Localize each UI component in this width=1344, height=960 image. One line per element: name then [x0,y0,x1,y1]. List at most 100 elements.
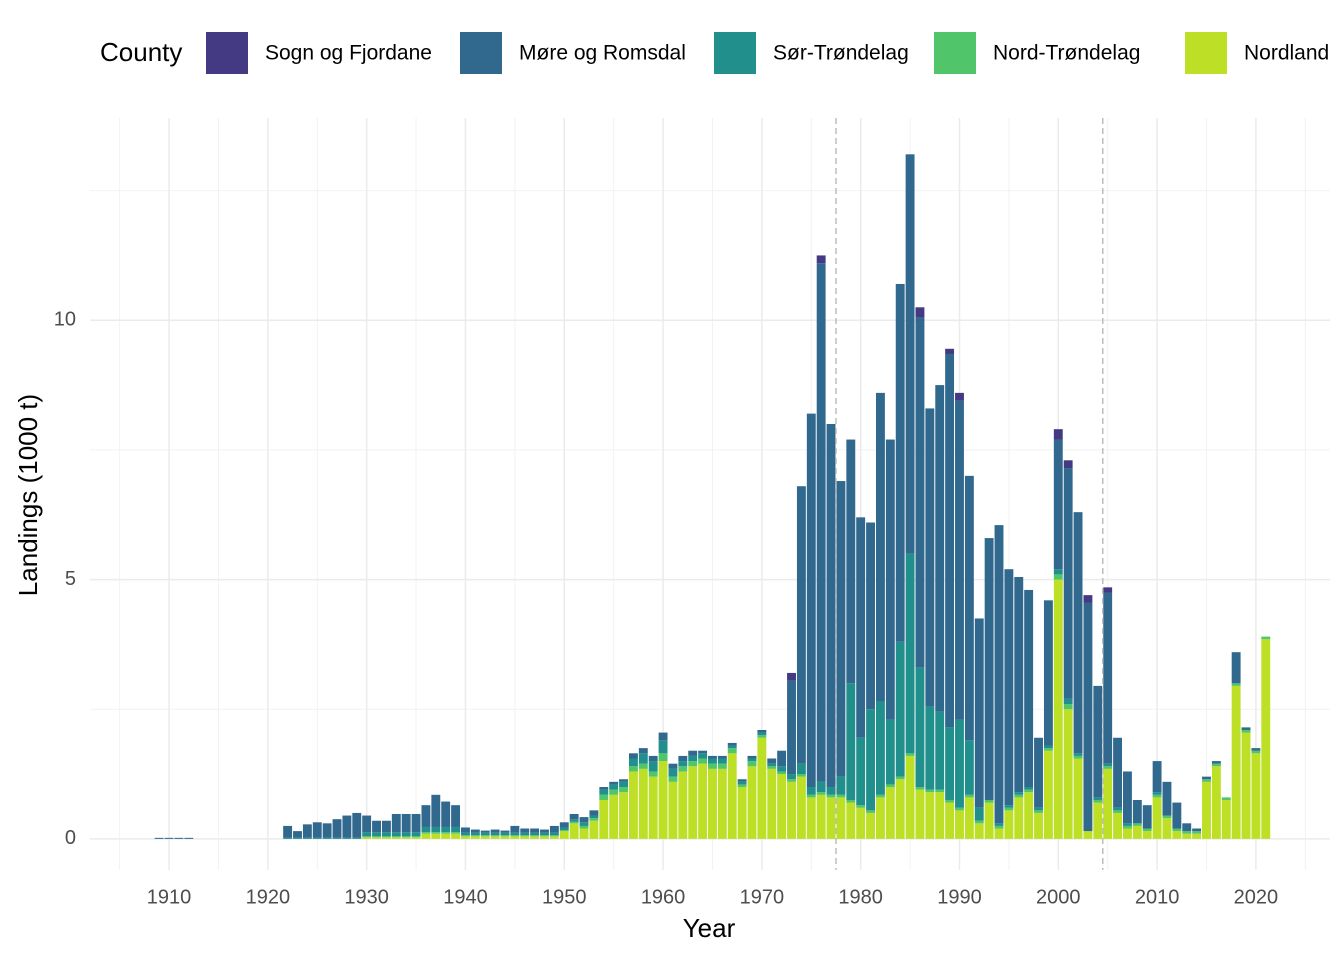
bar-segment [885,439,895,720]
bar-segment [421,826,431,833]
bar-segment [1034,807,1043,811]
bar-segment [964,794,974,798]
bar-segment [737,779,747,782]
bar-segment [184,837,194,839]
bar-segment [836,481,846,777]
bar-segment [737,784,747,788]
bar-segment [352,812,362,838]
bar-segment [806,794,816,798]
x-tick-label: 1970 [740,886,785,908]
bar-segment [1202,776,1211,780]
legend-label: Møre og Romsdal [519,42,686,65]
bar-segment [1241,732,1251,839]
bar-segment [530,832,540,836]
bar-segment [1043,748,1053,751]
bar-segment [678,761,688,767]
bar-segment [431,833,441,839]
bar-segment [569,813,579,820]
bar-segment [717,758,727,764]
bar-segment [431,794,441,827]
bar-segment [411,837,421,839]
bar-segment [688,755,698,762]
bar-segment [717,763,727,769]
bar-segment [1083,595,1093,603]
bar-segment [668,763,678,769]
x-tick-label: 2000 [1036,886,1081,908]
bar-segment [885,787,895,839]
bar-segment [727,748,737,754]
bar-segment [1004,807,1014,811]
bar-segment [154,837,164,839]
bar-segment [757,729,767,733]
bar-segment [401,837,411,839]
bar-segment [895,283,905,642]
bar-segment [451,826,461,833]
bar-segment [1172,828,1182,832]
bar-segment [530,835,540,837]
bar-segment [1093,685,1103,798]
bar-segment [401,836,411,838]
bar-segment [688,766,698,839]
bar-segment [984,802,994,839]
bar-segment [1182,833,1192,839]
bar-segment [441,832,451,834]
bar-segment [302,824,312,838]
bar-segment [945,353,955,728]
bar-segment [1221,799,1231,839]
bar-segment [1083,602,1093,832]
bar-segment [777,771,787,775]
legend-title: County [100,37,182,67]
bar-segment [727,753,737,839]
bar-segment [905,755,915,839]
bar-segment [638,748,648,754]
bar-segment [994,525,1004,824]
bar-segment [342,837,352,839]
y-axis-title: Landings (1000 t) [13,394,43,596]
bar-segment [490,835,500,837]
bar-segment [500,836,510,839]
bar-segment [846,439,856,684]
bar-segment [925,408,935,707]
bar-segment [945,727,955,800]
bar-segment [856,737,866,806]
bar-segment [540,835,549,837]
bar-segment [362,832,372,837]
bar-segment [806,797,816,839]
x-tick-label: 1930 [344,886,389,908]
bar-segment [1073,753,1083,756]
bar-segment [1211,763,1221,767]
bar-segment [431,832,441,834]
bar-segment [787,680,796,775]
bar-segment [510,825,520,833]
bar-segment [1123,771,1132,824]
bar-segment [569,821,579,824]
bar-segment [372,837,381,839]
bar-segment [619,792,628,839]
bar-segment [470,835,480,837]
bar-segment [569,819,579,822]
bar-segment [589,810,599,816]
bar-segment [549,835,559,837]
bar-segment [520,836,530,839]
bar-segment [599,799,609,839]
bar-segment [599,787,609,790]
bar-segment [322,823,332,838]
bar-segment [1083,831,1093,839]
bar-segment [915,787,925,790]
bar-segment [1211,766,1221,839]
bar-segment [816,781,826,793]
bar-segment [796,776,806,839]
bar-segment [530,836,540,839]
bar-segment [530,828,540,833]
bar-segment [796,763,806,775]
bar-segment [559,830,569,832]
bar-segment [1053,439,1063,570]
bar-segment [431,826,441,833]
bar-segment [1192,831,1202,834]
bar-segment [895,776,905,780]
bar-segment [1103,592,1113,764]
bar-segment [708,763,717,769]
bar-segment [372,820,381,833]
bar-segment [283,825,293,838]
